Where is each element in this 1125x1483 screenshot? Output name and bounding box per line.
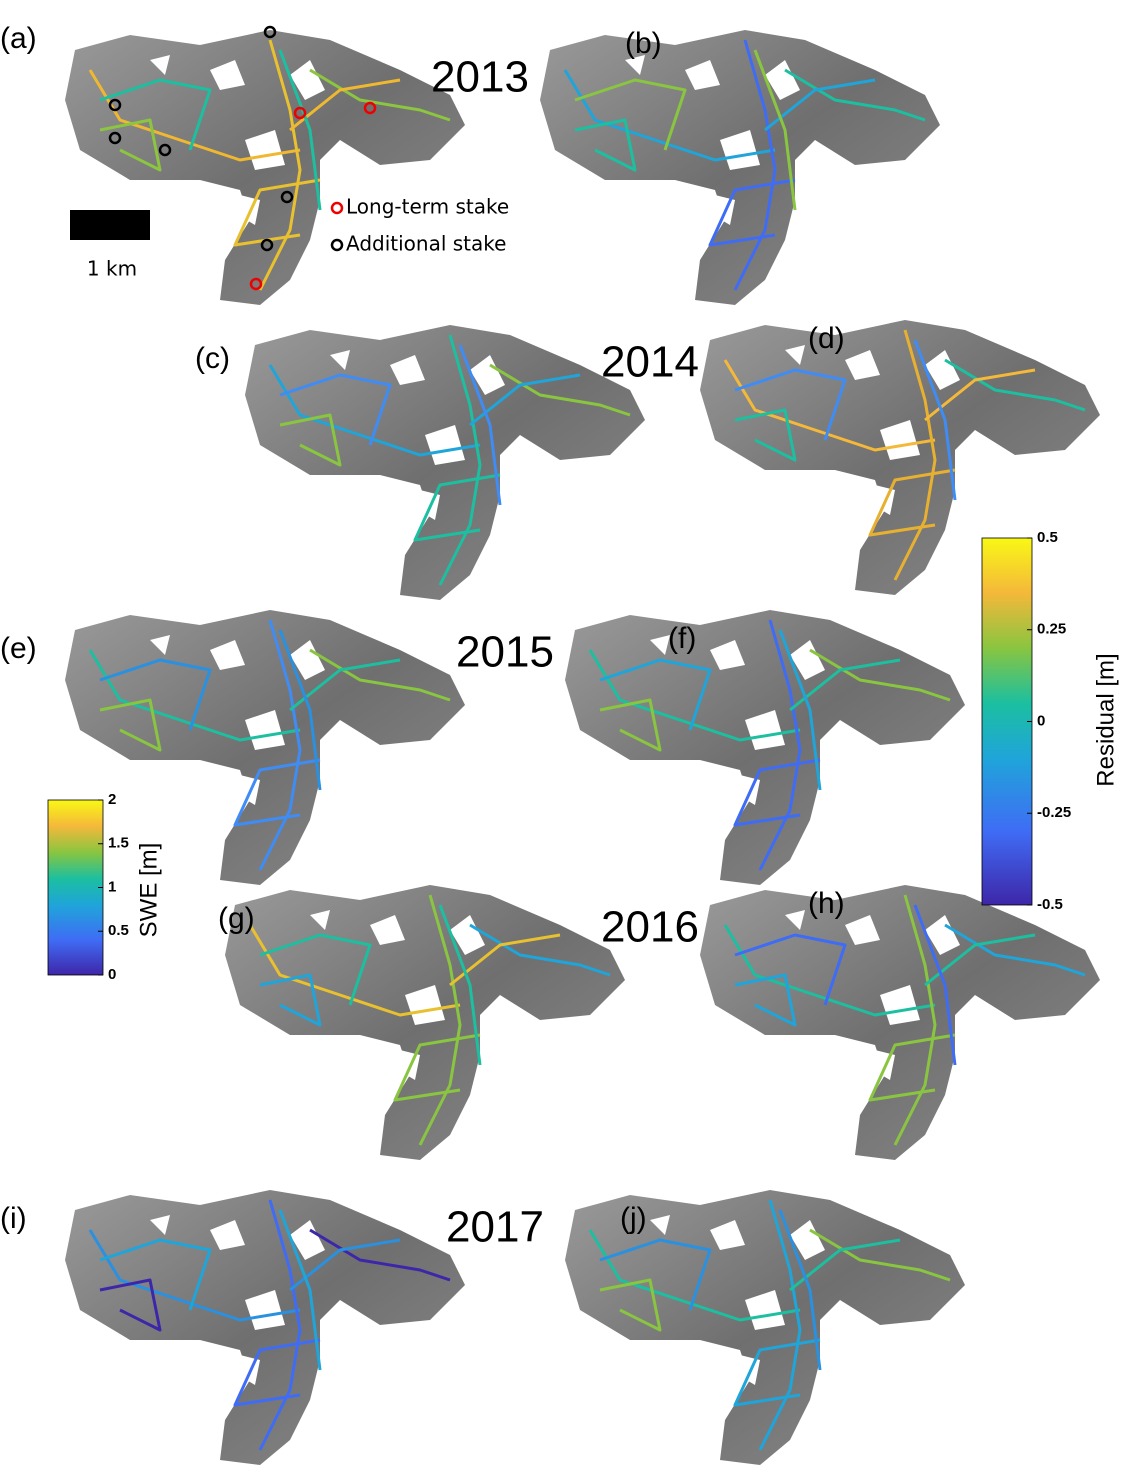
year-label: 2017 (446, 1203, 544, 1252)
map-panels (65, 30, 1100, 1465)
panel-label: (b) (625, 27, 662, 60)
map-panel (700, 885, 1100, 1160)
colorbar-title: SWE [m] (135, 843, 162, 938)
legend-label: Additional stake (346, 232, 506, 256)
glacier (700, 320, 1100, 595)
colorbar-title: Residual [m] (1092, 653, 1119, 786)
glacier (565, 610, 965, 885)
colorbar-tick-label: 0 (108, 966, 116, 983)
map-panel (225, 885, 625, 1160)
figure: 2013 2014 2015 2016 2017 1 km Long-term … (0, 0, 1125, 1483)
panel-label: (c) (195, 342, 230, 375)
colorbar (48, 800, 103, 975)
colorbar-tick-label: 0.25 (1037, 621, 1066, 638)
glacier (65, 1190, 465, 1465)
panel-label: (d) (808, 322, 845, 355)
year-label: 2013 (431, 53, 529, 102)
map-panel (700, 320, 1100, 595)
scale-bar (70, 210, 150, 240)
panel-label: (a) (0, 22, 37, 55)
legend-label: Long-term stake (346, 195, 509, 219)
panel-label: (i) (0, 1202, 27, 1235)
map-panel (565, 610, 965, 885)
legend-marker (332, 203, 342, 213)
panel-label: (h) (808, 887, 845, 920)
year-label: 2016 (601, 903, 699, 952)
scale-label: 1 km (87, 257, 137, 281)
map-panel (540, 30, 940, 305)
colorbar-tick-label: 2 (108, 791, 116, 808)
colorbar-tick-label: 1.5 (108, 835, 129, 852)
colorbar-tick-label: 1 (108, 878, 116, 895)
legend-marker (332, 240, 342, 250)
colorbar (982, 538, 1032, 905)
year-label: 2015 (456, 628, 554, 677)
glacier (245, 325, 645, 600)
panel-label: (j) (620, 1202, 647, 1235)
glacier (225, 885, 625, 1160)
map-panel (245, 325, 645, 600)
colorbar-tick-label: -0.5 (1037, 896, 1063, 913)
year-label: 2014 (601, 338, 699, 387)
map-panel (65, 1190, 465, 1465)
colorbar-tick-label: 0.5 (1037, 529, 1058, 546)
panel-label: (e) (0, 632, 37, 665)
panel-label: (g) (218, 902, 255, 935)
colorbar-tick-label: -0.25 (1037, 804, 1071, 821)
panel-label: (f) (668, 622, 696, 655)
glacier (540, 30, 940, 305)
colorbar-tick-label: 0 (1037, 712, 1045, 729)
colorbar-tick-label: 0.5 (108, 922, 129, 939)
glacier (700, 885, 1100, 1160)
